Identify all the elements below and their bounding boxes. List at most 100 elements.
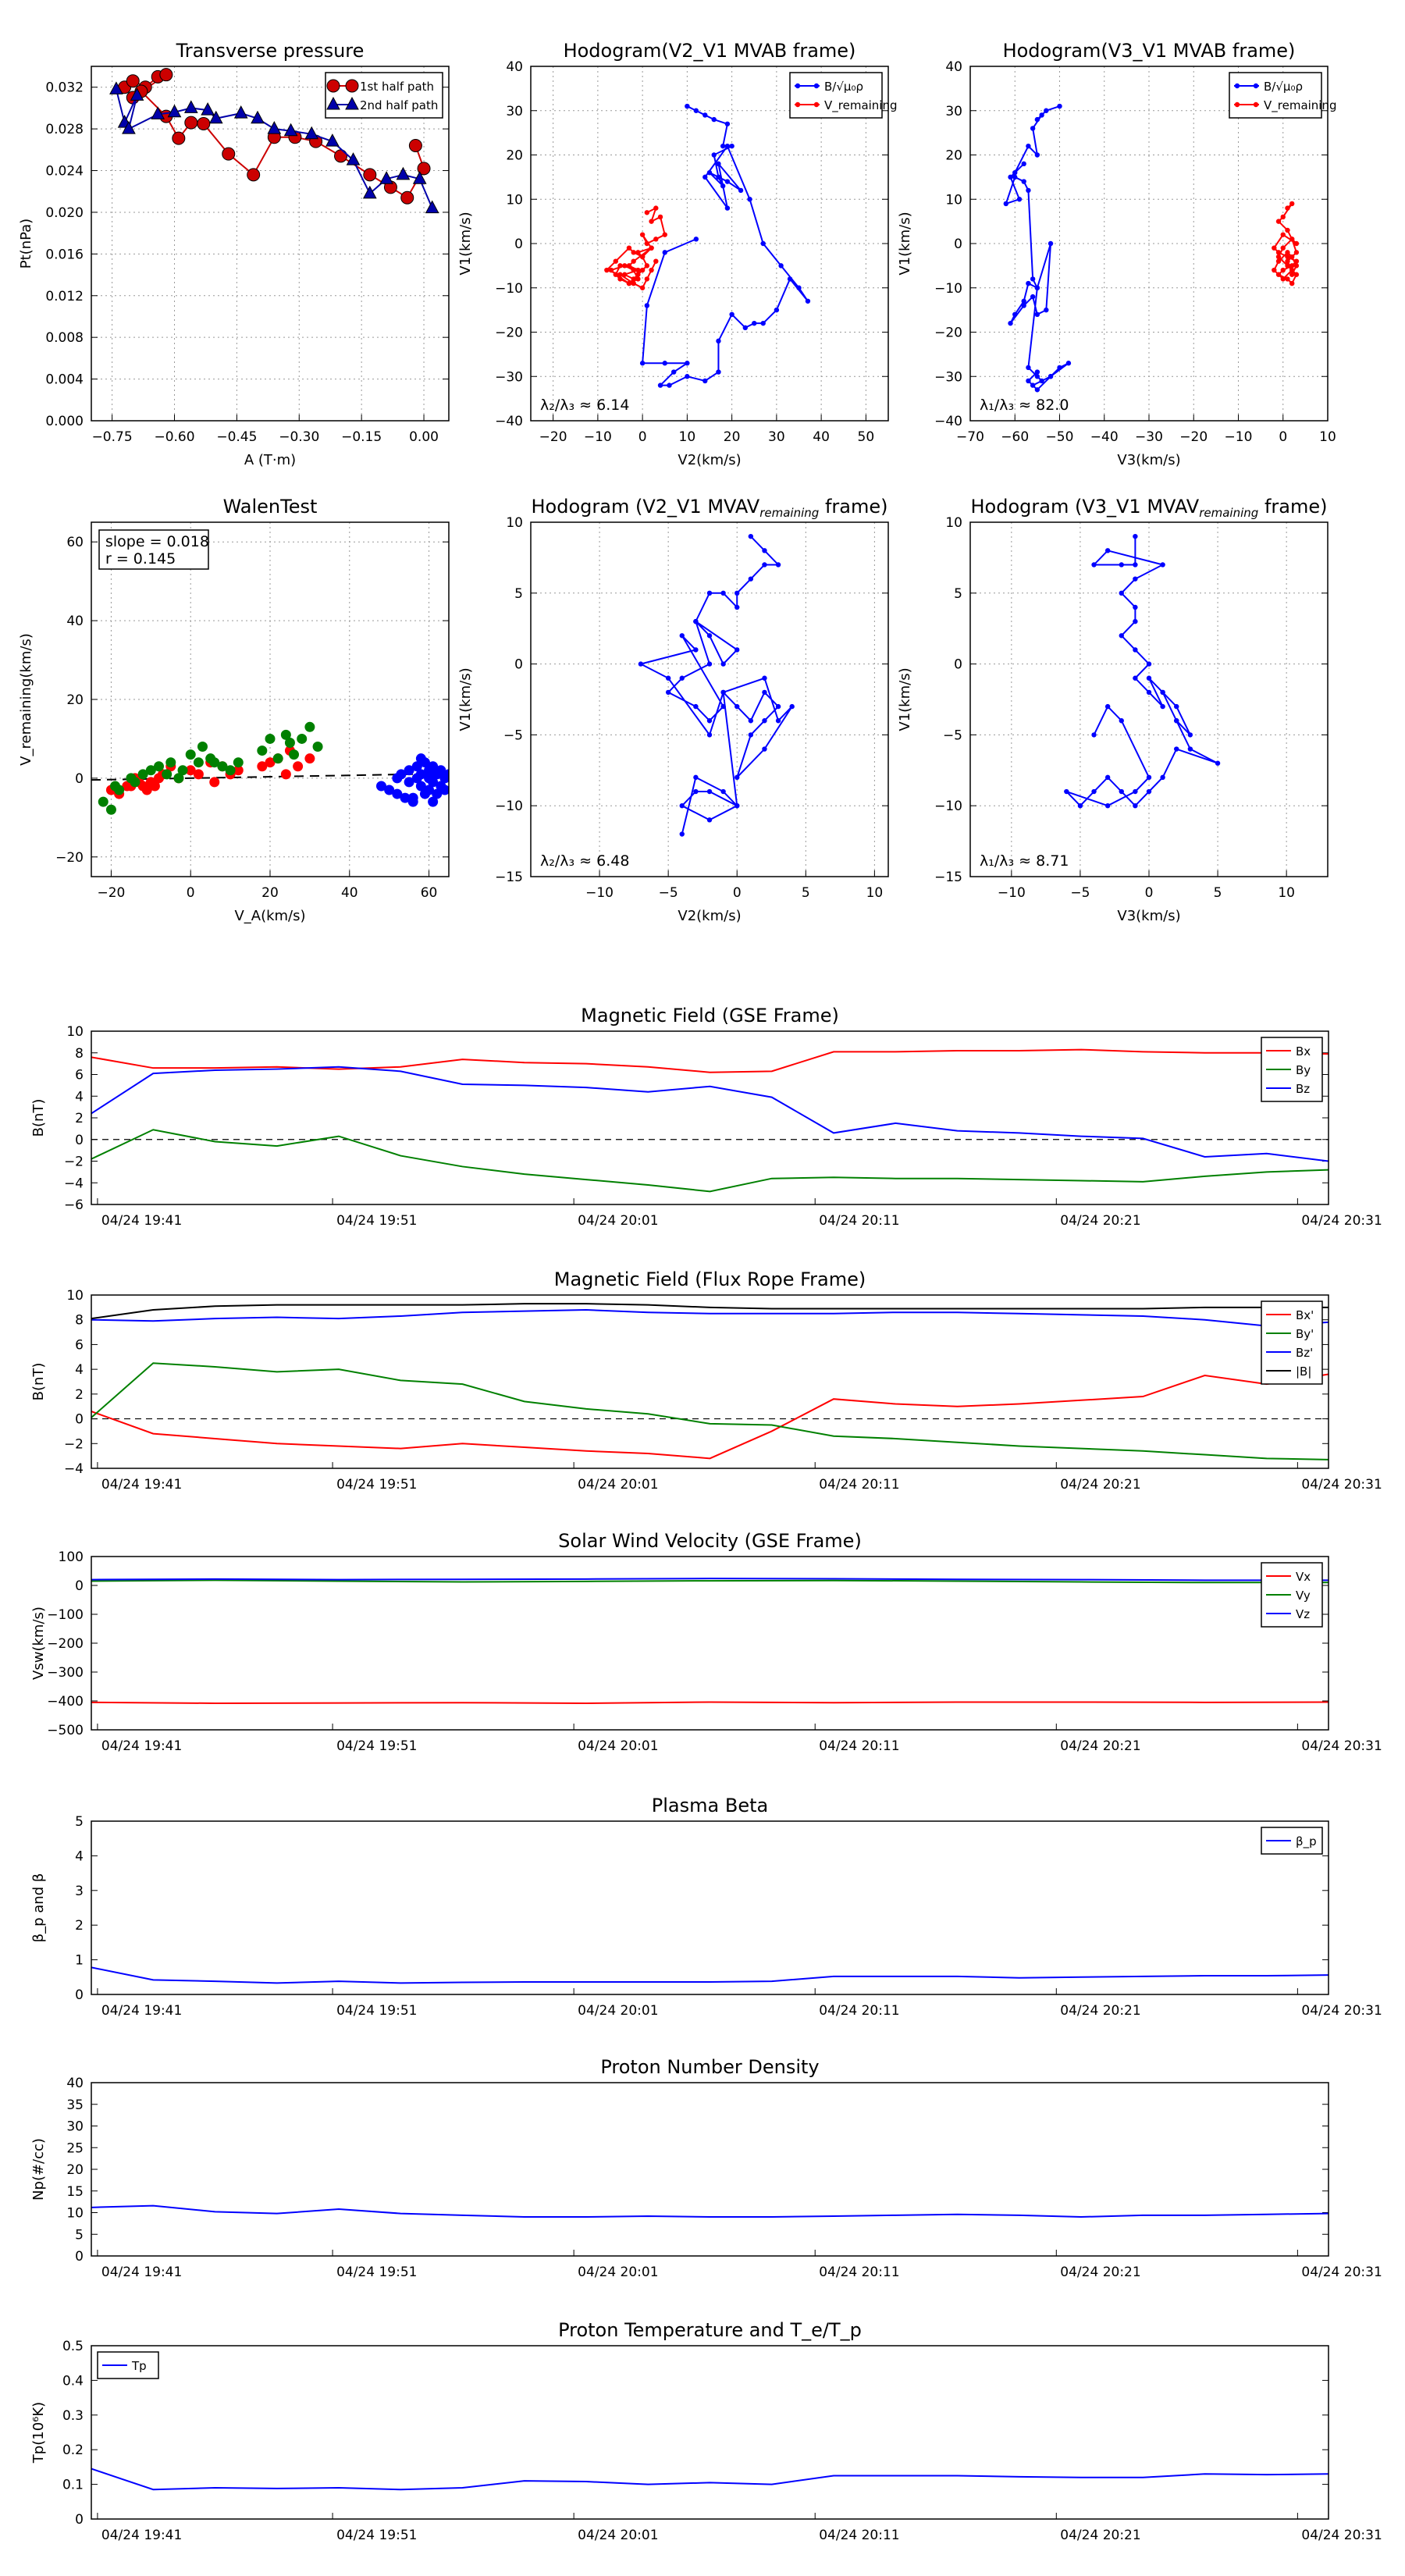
data-point bbox=[130, 777, 140, 788]
data-point bbox=[639, 361, 646, 366]
data-point bbox=[706, 732, 713, 738]
plot-area bbox=[604, 103, 811, 388]
data-point bbox=[209, 777, 220, 788]
plot-area bbox=[91, 2467, 1329, 2491]
data-point bbox=[428, 796, 439, 807]
data-point bbox=[404, 777, 414, 788]
y-tick-label: 20 bbox=[506, 148, 523, 164]
x-tick-label: −5 bbox=[659, 885, 678, 901]
legend-marker bbox=[1253, 83, 1259, 89]
data-point bbox=[639, 254, 646, 260]
legend: B/√μ₀ρ V_remaining bbox=[1229, 72, 1337, 119]
data-point bbox=[617, 272, 623, 277]
data-point bbox=[1280, 232, 1286, 237]
data-point bbox=[1133, 562, 1138, 568]
series-Vz bbox=[91, 1578, 1329, 1582]
series-line bbox=[91, 1966, 1329, 1984]
chart-title: Solar Wind Velocity (GSE Frame) bbox=[558, 1530, 862, 1552]
x-tick-label: 0 bbox=[187, 885, 195, 901]
data-point bbox=[375, 781, 386, 792]
data-point bbox=[738, 187, 744, 194]
data-point bbox=[1174, 703, 1179, 710]
data-point bbox=[217, 761, 228, 772]
x-tick-label: 04/24 19:51 bbox=[336, 2528, 417, 2543]
chart-beta: Plasma Beta 0 1 2 3 4 5 04/24 19:41 04/24 19:51 0… bbox=[30, 1795, 1382, 2019]
y-tick-label: −20 bbox=[495, 326, 523, 341]
data-point bbox=[412, 171, 427, 184]
legend-label: B/√μ₀ρ bbox=[1264, 80, 1303, 94]
data-point bbox=[685, 374, 690, 379]
axes-frame bbox=[91, 2345, 1329, 2520]
data-point bbox=[122, 781, 133, 792]
x-tick-label: 04/24 19:41 bbox=[101, 2528, 182, 2543]
x-tick-label: 04/24 19:41 bbox=[101, 1738, 182, 1754]
data-point bbox=[110, 781, 121, 792]
data-point bbox=[1133, 788, 1138, 795]
x-tick-label: −30 bbox=[1135, 429, 1163, 445]
data-point bbox=[1034, 311, 1040, 317]
data-point bbox=[631, 258, 636, 264]
data-point bbox=[735, 604, 740, 610]
data-point bbox=[267, 121, 282, 134]
x-tick-label: 04/24 20:21 bbox=[1060, 1213, 1140, 1229]
data-point bbox=[1021, 179, 1026, 184]
x-tick-label: −0.75 bbox=[92, 429, 133, 445]
data-point bbox=[796, 285, 802, 290]
data-point bbox=[145, 777, 156, 788]
data-point bbox=[1026, 280, 1031, 286]
data-point bbox=[613, 258, 618, 264]
data-point bbox=[122, 121, 136, 134]
data-point bbox=[693, 108, 699, 113]
data-point bbox=[384, 785, 395, 795]
data-point bbox=[693, 618, 699, 624]
data-point bbox=[604, 267, 610, 273]
y-tick-label: 0 bbox=[75, 2512, 84, 2528]
data-point bbox=[325, 133, 340, 147]
data-point bbox=[109, 81, 123, 94]
y-tick-label: 2 bbox=[75, 1918, 84, 1934]
data-point bbox=[1146, 675, 1152, 681]
legend-label: Bz' bbox=[1296, 1346, 1313, 1360]
x-tick-label: 04/24 20:11 bbox=[819, 1213, 899, 1229]
y-tick-label: 30 bbox=[66, 2119, 84, 2135]
legend-box bbox=[1229, 72, 1322, 119]
data-point bbox=[716, 161, 721, 167]
y-tick-label: 10 bbox=[66, 1024, 84, 1040]
data-point bbox=[679, 831, 685, 837]
y-tick-label: 4 bbox=[75, 1848, 84, 1864]
y-tick-label: 0.016 bbox=[45, 247, 84, 262]
plot-area bbox=[91, 1966, 1329, 1984]
y-tick-label: 30 bbox=[506, 104, 523, 119]
data-point bbox=[693, 788, 699, 795]
data-point bbox=[1289, 237, 1295, 242]
data-point bbox=[748, 718, 754, 724]
y-tick-label: 8 bbox=[75, 1313, 84, 1329]
data-point bbox=[105, 804, 116, 815]
y-tick-label: 0 bbox=[75, 1412, 84, 1428]
axes-frame bbox=[969, 521, 1329, 877]
plot-area bbox=[638, 533, 795, 837]
data-point bbox=[137, 769, 148, 780]
data-point bbox=[1289, 280, 1295, 286]
series-line bbox=[91, 1373, 1329, 1460]
y-tick-label: 10 bbox=[66, 2206, 84, 2222]
legend-label: By' bbox=[1296, 1327, 1314, 1341]
y-tick-label: 4 bbox=[75, 1362, 84, 1378]
y-tick-label: 0.012 bbox=[45, 289, 84, 304]
y-tick-label: 0 bbox=[75, 1578, 84, 1594]
y-tick-label: 5 bbox=[514, 586, 523, 602]
legend-label: By bbox=[1296, 1063, 1311, 1077]
y-tick-label: 0.008 bbox=[45, 330, 84, 346]
data-point bbox=[193, 769, 204, 780]
x-tick-label: 04/24 20:11 bbox=[819, 1477, 899, 1493]
data-point bbox=[1034, 152, 1040, 158]
data-point bbox=[716, 369, 721, 375]
data-point bbox=[247, 168, 261, 182]
data-point bbox=[762, 548, 767, 553]
x-tick-label: −10 bbox=[998, 885, 1026, 901]
y-tick-label: 8 bbox=[75, 1046, 84, 1062]
data-point bbox=[222, 147, 236, 161]
chart-title: Hodogram (V3_V1 MVAVremaining frame) bbox=[971, 496, 1328, 520]
y-tick-label: −4 bbox=[64, 1461, 84, 1477]
data-point bbox=[1034, 374, 1040, 379]
